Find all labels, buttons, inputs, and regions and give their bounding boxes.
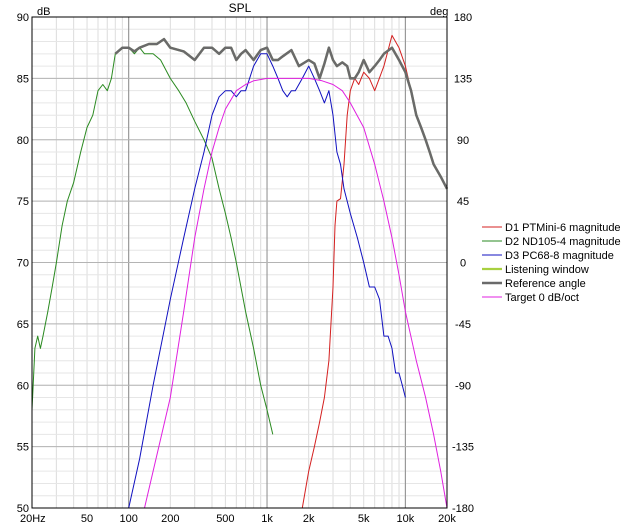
x-tick-label: 20k: [438, 513, 456, 525]
plot-frame: [31, 16, 448, 509]
y-left-tick-label: 85: [17, 73, 29, 85]
y-left-tick-label: 90: [17, 12, 29, 24]
y-right-tick-label: -180: [452, 503, 474, 515]
x-tick-label: 5k: [358, 513, 370, 525]
x-tick-label: 2k: [303, 513, 315, 525]
y-right-tick-label: -90: [455, 380, 471, 392]
legend-label-5: Reference angle: [505, 278, 586, 290]
y-left-tick-label: 60: [17, 380, 29, 392]
legend-label-3: D3 PC68-8 magnitude: [505, 250, 614, 262]
y-right-unit: deg: [430, 6, 448, 18]
x-tick-label: 100: [120, 513, 138, 525]
chart-title: SPL: [229, 1, 252, 15]
series-group: [31, 34, 449, 509]
x-tick-label: 200: [161, 513, 179, 525]
x-tick-label: 10k: [396, 513, 414, 525]
legend-label-2: D2 ND105-4 magnitude: [505, 236, 621, 248]
series-line-3: [128, 53, 406, 509]
y-right-tick-label: 90: [457, 135, 469, 147]
y-left-tick-label: 55: [17, 442, 29, 454]
legend-label-6: Target 0 dB/oct: [505, 292, 579, 304]
x-tick-label: 50: [81, 513, 93, 525]
y-right-tick-label: 135: [454, 73, 472, 85]
x-axis-ticks: 20Hz 50 100 200 500 1k 2k 5k 10k 20k: [20, 513, 456, 525]
y-left-unit: dB: [37, 6, 50, 18]
y-right-tick-label: 45: [457, 196, 469, 208]
legend-label-4: Listening window: [505, 264, 589, 276]
y-left-tick-label: 70: [17, 258, 29, 270]
x-tick-label: 500: [216, 513, 234, 525]
y-left-tick-label: 80: [17, 135, 29, 147]
y-axis-left-ticks: 50 55 60 65 70 75 80 85 90: [17, 12, 29, 515]
y-left-tick-label: 50: [17, 503, 29, 515]
y-right-tick-label: -135: [452, 442, 474, 454]
legend: D1 PTMini-6 magnitude D2 ND105-4 magnitud…: [482, 222, 621, 304]
y-right-tick-label: 0: [460, 258, 466, 270]
x-tick-label: 20Hz: [20, 513, 46, 525]
y-left-tick-label: 65: [17, 319, 29, 331]
y-right-tick-label: 180: [454, 12, 472, 24]
y-axis-right-ticks: -180 -135 -90 -45 0 45 90 135 180: [452, 12, 474, 515]
series-line-5: [114, 37, 449, 190]
x-tick-label: 1k: [261, 513, 273, 525]
y-right-tick-label: -45: [455, 319, 471, 331]
series-line-6: [144, 77, 448, 509]
y-left-tick-label: 75: [17, 196, 29, 208]
legend-label-1: D1 PTMini-6 magnitude: [505, 222, 621, 234]
